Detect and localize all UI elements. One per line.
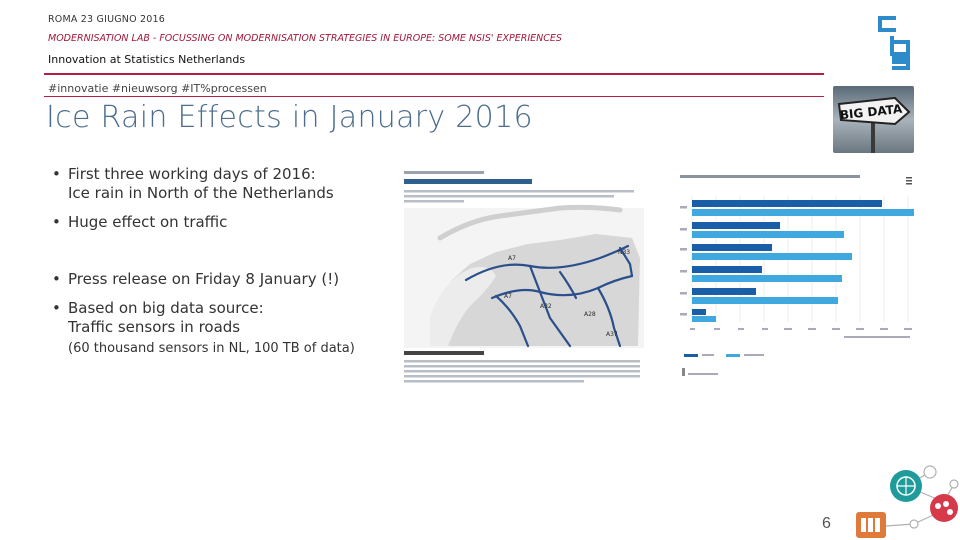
chart-bar: [692, 275, 842, 282]
bullet-dot-icon: •: [52, 270, 61, 288]
chart-bar: [692, 209, 914, 216]
road-label: N33: [618, 249, 630, 256]
bullet-text: Ice rain in North of the Netherlands: [68, 184, 334, 202]
chart-bar: [692, 222, 780, 229]
bullet-list: • First three working days of 2016: Ice …: [46, 165, 386, 358]
tags-divider: [44, 96, 824, 97]
traffic-bar-chart-image: [676, 168, 920, 386]
chart-bar: [692, 309, 706, 315]
bullet-text: Huge effect on traffic: [68, 213, 228, 231]
presentation-subtitle: Innovation at Statistics Netherlands: [48, 53, 246, 66]
chart-bar: [692, 253, 852, 260]
svg-text:BIG DATA: BIG DATA: [839, 102, 903, 123]
bullet-dot-icon: •: [52, 165, 61, 183]
chart-bar: [692, 316, 716, 322]
chart-bar: [692, 297, 838, 304]
bullet-item: • Press release on Friday 8 January (!): [46, 270, 386, 289]
road-label: A37: [606, 331, 618, 338]
bullet-text: Press release on Friday 8 January (!): [68, 270, 340, 288]
road-label: A7: [504, 293, 512, 300]
slide-title: Ice Rain Effects in January 2016: [46, 100, 533, 135]
lab-title: MODERNISATION LAB - FOCUSSING ON MODERNI…: [48, 33, 562, 44]
header-divider: [44, 73, 824, 75]
big-data-sign-image: BIG DATA: [833, 86, 914, 153]
network-decoration-icon: [856, 465, 959, 538]
bullet-text: Traffic sensors in roads: [68, 318, 241, 336]
hashtags: #innovatie #nieuwsorg #IT%processen: [48, 82, 267, 95]
bullet-item: • Huge effect on traffic: [46, 213, 386, 232]
bullet-note: (60 thousand sensors in NL, 100 TB of da…: [68, 341, 355, 356]
road-label: A32: [540, 303, 552, 310]
bullet-item: • Based on big data source: Traffic sens…: [46, 299, 386, 358]
chart-bar: [692, 200, 882, 207]
traffic-map-image: A7 N33 A7 A32 A28 A37: [400, 168, 648, 386]
road-label: A28: [584, 311, 596, 318]
chart-bar: [692, 288, 756, 295]
bullet-text: First three working days of 2016:: [68, 165, 316, 183]
chart-bar: [692, 231, 844, 238]
bullet-dot-icon: •: [52, 213, 61, 231]
bullet-item: • First three working days of 2016: Ice …: [46, 165, 386, 203]
chart-bar: [692, 244, 772, 251]
bullet-text: Based on big data source:: [68, 299, 264, 317]
event-date: ROMA 23 GIUGNO 2016: [48, 14, 165, 25]
page-number: 6: [822, 515, 831, 532]
cbs-logo-icon: [878, 16, 910, 70]
road-label: A7: [508, 255, 516, 262]
chart-bar: [692, 266, 762, 273]
bullet-dot-icon: •: [52, 299, 61, 317]
